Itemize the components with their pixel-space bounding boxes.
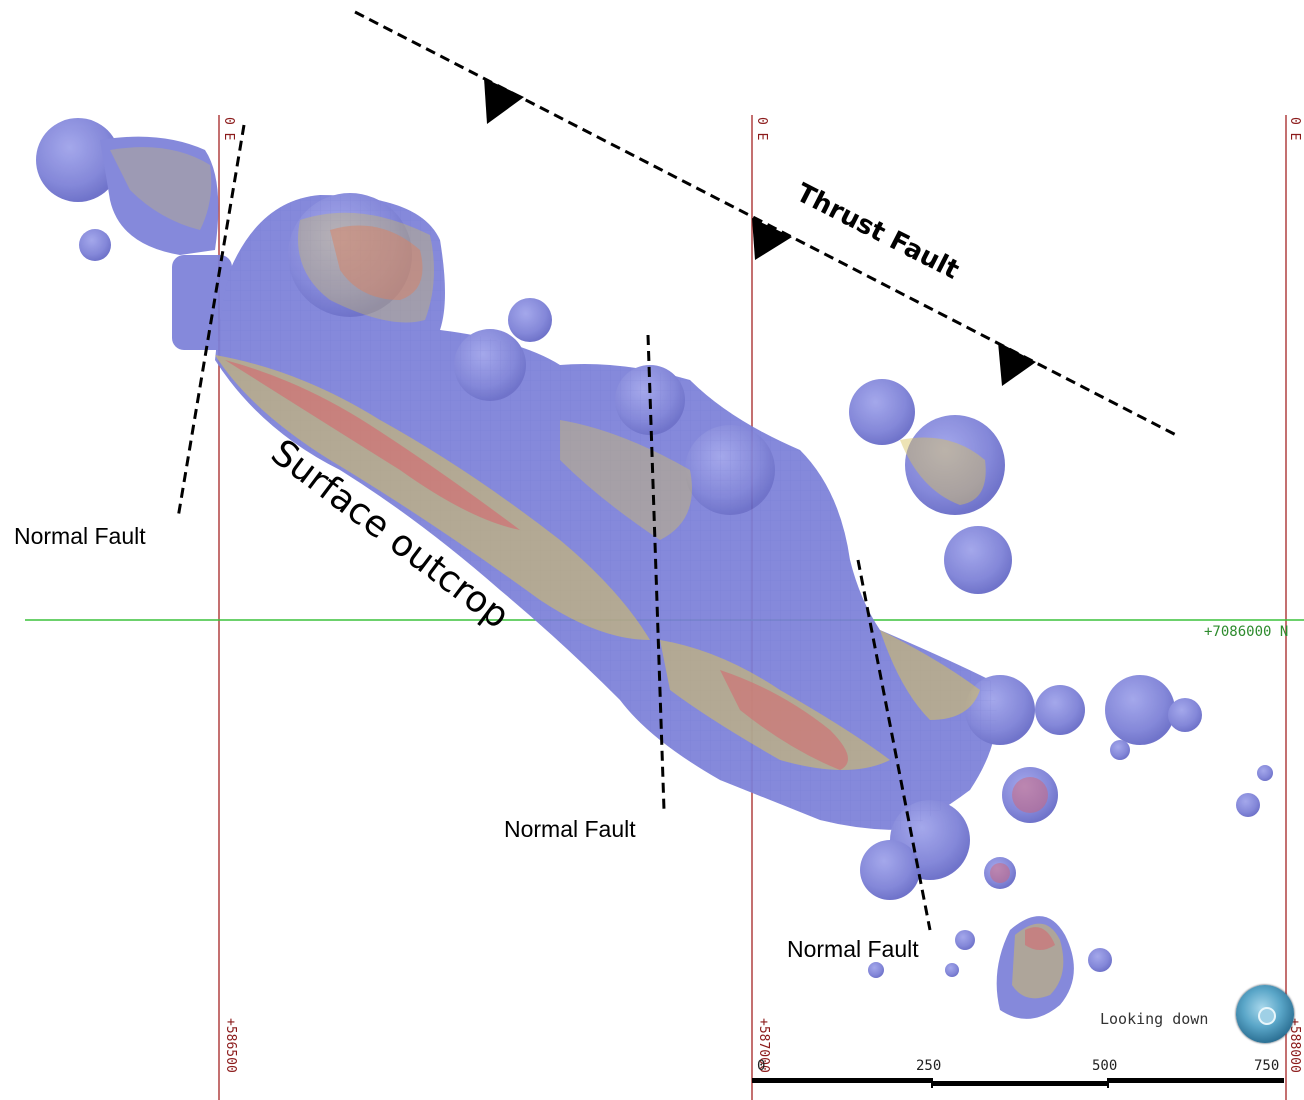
normal-fault-label-2: Normal Fault [504,816,636,842]
normal-fault-line-1 [176,124,246,519]
thrust-fault-line [354,10,1179,438]
scale-tick-500: 500 [1092,1058,1118,1074]
compass-icon[interactable] [1236,985,1294,1043]
view-direction-label: Looking down [1100,1010,1209,1028]
normal-fault-label-3: Normal Fault [787,936,919,962]
easting-bottom-label-1: +586500 [223,1018,238,1073]
thrust-teeth [484,78,1036,386]
thrust-tooth-icon [484,78,524,124]
thrust-tooth-icon [752,218,792,260]
scale-tick-0: 0 [757,1058,766,1074]
thrust-tooth-icon [998,342,1036,386]
faults [176,10,1179,931]
scale-tick-250: 250 [916,1058,942,1074]
northing-label: +7086000 N [1204,624,1289,640]
easting-top-label-3: 0 E [1287,117,1302,141]
easting-top-label-2: 0 E [754,117,769,141]
scale-tick-750: 750 [1254,1058,1280,1074]
grade-zones [110,147,1064,999]
normal-fault-label-1: Normal Fault [14,523,146,549]
easting-top-label-1: 0 E [221,117,236,141]
scale-bar [752,1078,1284,1088]
